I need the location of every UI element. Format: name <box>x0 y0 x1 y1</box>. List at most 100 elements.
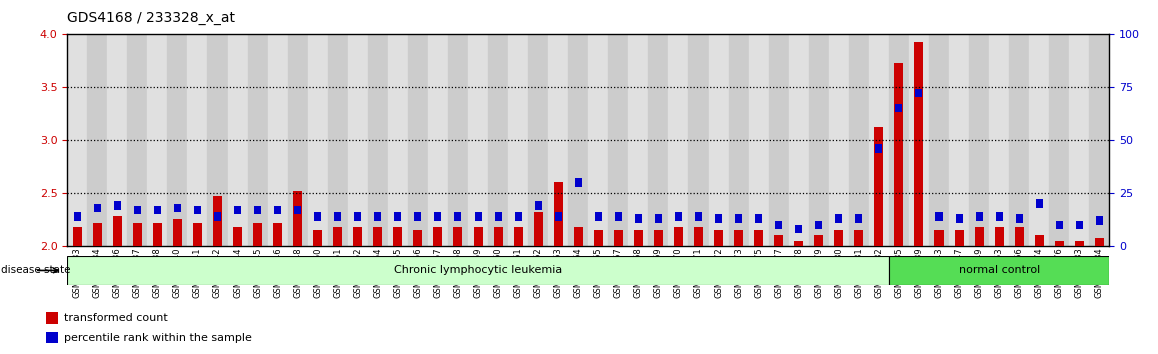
Text: transformed count: transformed count <box>64 313 168 323</box>
Bar <box>373 227 382 246</box>
Bar <box>614 230 623 246</box>
Bar <box>67 34 87 246</box>
Bar <box>113 201 120 210</box>
Bar <box>936 212 943 221</box>
Bar <box>915 42 923 246</box>
Bar <box>474 227 483 246</box>
Bar <box>494 212 501 221</box>
Bar <box>415 212 422 221</box>
Bar <box>796 225 802 233</box>
Bar <box>954 230 963 246</box>
Bar <box>728 34 748 246</box>
Bar <box>916 89 923 97</box>
Bar <box>633 230 643 246</box>
Bar <box>313 230 322 246</box>
Bar <box>815 221 822 229</box>
Bar <box>754 230 763 246</box>
Bar <box>594 230 603 246</box>
Bar <box>1076 221 1083 229</box>
Bar <box>388 34 408 246</box>
Bar <box>274 206 281 214</box>
Bar <box>975 227 983 246</box>
Bar <box>174 204 181 212</box>
Bar <box>347 34 368 246</box>
Bar <box>794 241 804 246</box>
Bar <box>214 212 221 221</box>
Bar <box>454 212 462 221</box>
Bar <box>514 212 521 221</box>
Bar <box>695 212 702 221</box>
Bar <box>1049 34 1069 246</box>
Bar <box>1056 221 1063 229</box>
Bar <box>193 206 201 214</box>
Bar <box>233 227 242 246</box>
Bar <box>975 212 983 221</box>
Bar <box>775 235 783 246</box>
Bar <box>168 34 188 246</box>
Bar <box>528 34 548 246</box>
Bar <box>1055 241 1064 246</box>
Bar <box>808 34 829 246</box>
Bar <box>814 235 823 246</box>
Bar <box>468 34 488 246</box>
Bar <box>655 214 662 223</box>
Bar <box>74 212 81 221</box>
Bar <box>574 178 581 187</box>
Bar <box>709 34 728 246</box>
Bar <box>769 34 789 246</box>
Bar <box>895 104 902 112</box>
Bar <box>955 214 962 223</box>
Bar <box>454 227 462 246</box>
Bar <box>368 34 388 246</box>
Bar <box>989 34 1009 246</box>
Bar <box>394 227 402 246</box>
Bar <box>829 34 849 246</box>
Text: normal control: normal control <box>959 266 1040 275</box>
Bar <box>273 223 283 246</box>
Bar <box>173 219 182 246</box>
Bar <box>408 34 428 246</box>
Bar <box>555 212 562 221</box>
Bar <box>573 227 582 246</box>
Bar <box>1069 34 1090 246</box>
Bar <box>1035 235 1043 246</box>
Bar <box>1014 227 1024 246</box>
Bar <box>374 212 381 221</box>
Bar <box>675 212 682 221</box>
Bar <box>595 212 602 221</box>
Bar <box>950 34 969 246</box>
Bar <box>153 223 162 246</box>
Bar <box>875 144 882 153</box>
Bar <box>514 227 522 246</box>
Bar <box>1016 214 1023 223</box>
Bar <box>1009 34 1029 246</box>
Bar <box>353 227 362 246</box>
Bar <box>234 206 241 214</box>
Bar <box>996 212 1003 221</box>
Text: GDS4168 / 233328_x_at: GDS4168 / 233328_x_at <box>67 11 235 25</box>
Bar <box>254 223 262 246</box>
Bar <box>133 223 141 246</box>
Bar <box>789 34 808 246</box>
Bar <box>534 212 543 246</box>
Bar <box>293 191 302 246</box>
Bar <box>748 34 769 246</box>
Text: percentile rank within the sample: percentile rank within the sample <box>64 333 251 343</box>
Bar <box>112 216 122 246</box>
Bar <box>493 227 503 246</box>
Bar <box>635 214 642 223</box>
Bar <box>213 196 222 246</box>
Bar <box>835 214 842 223</box>
Bar <box>475 212 482 221</box>
Bar <box>714 230 723 246</box>
Bar <box>569 34 588 246</box>
Bar <box>674 227 683 246</box>
Bar <box>354 212 361 221</box>
Bar <box>548 34 569 246</box>
Bar <box>755 214 762 223</box>
Bar <box>1090 34 1109 246</box>
Bar <box>855 230 864 246</box>
Bar <box>94 204 101 212</box>
Bar <box>67 256 889 285</box>
Bar <box>834 230 843 246</box>
